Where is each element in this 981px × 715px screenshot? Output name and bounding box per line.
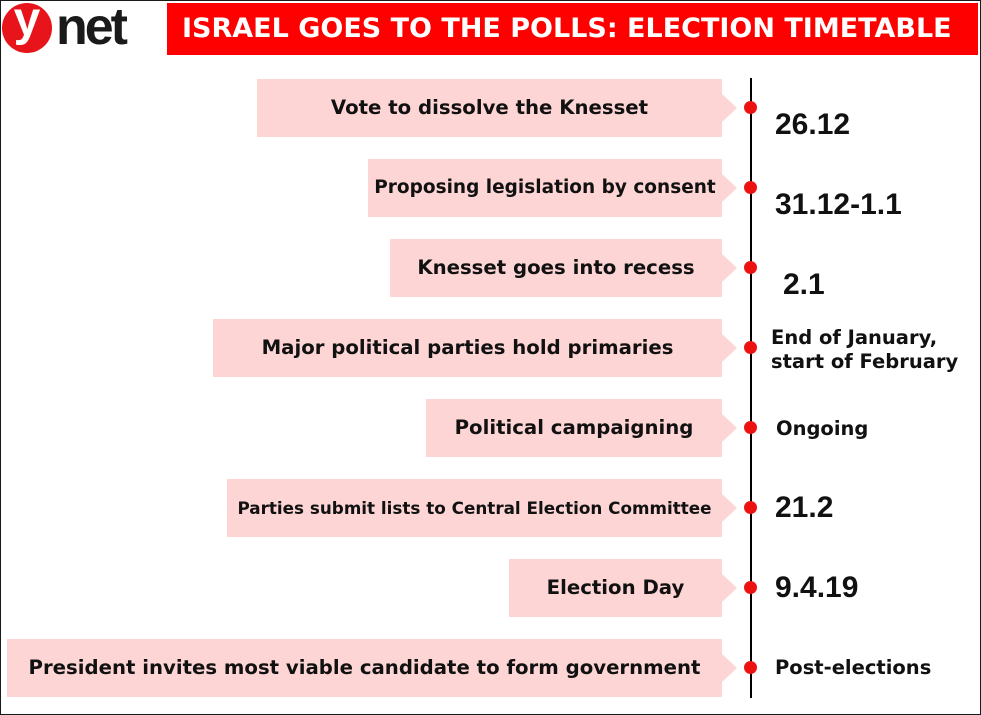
timeline-dot <box>744 341 757 354</box>
label-pointer <box>722 174 737 202</box>
label-pointer <box>722 94 737 122</box>
title-banner: ISRAEL GOES TO THE POLLS: ELECTION TIMET… <box>167 3 978 55</box>
logo-wordmark: net <box>56 0 128 56</box>
event-date: 31.12-1.1 <box>775 190 902 220</box>
event-date-text: 9.4.19 <box>775 571 859 604</box>
event-form-government: President invites most viable candidate … <box>1 639 980 697</box>
logo-circle: y <box>2 3 52 53</box>
label-pointer <box>722 254 737 282</box>
event-label-box: Election Day <box>509 559 722 617</box>
event-submit-party-lists: Parties submit lists to Central Election… <box>1 479 980 537</box>
event-label-box: President invites most viable candidate … <box>7 639 722 697</box>
event-date-text: 21.2 <box>775 491 834 524</box>
event-label-box: Vote to dissolve the Knesset <box>257 79 722 137</box>
event-label: Knesset goes into recess <box>417 256 695 279</box>
event-election-day: Election Day 9.4.19 <box>1 559 980 617</box>
event-date: Ongoing <box>776 417 868 441</box>
event-label: Political campaigning <box>454 416 694 439</box>
event-date: 26.12 <box>775 110 850 140</box>
event-label-box: Knesset goes into recess <box>390 239 722 297</box>
label-pointer <box>722 334 737 362</box>
page-title: ISRAEL GOES TO THE POLLS: ELECTION TIMET… <box>182 13 952 44</box>
timeline-dot <box>744 261 757 274</box>
event-date: 21.2 <box>775 493 833 523</box>
event-party-primaries: Major political parties hold primaries E… <box>1 319 980 377</box>
event-label-box: Parties submit lists to Central Election… <box>227 479 722 537</box>
event-label: Election Day <box>546 576 685 599</box>
label-pointer <box>722 654 737 682</box>
event-date: End of January, start of February <box>771 326 958 374</box>
event-political-campaigning: Political campaigning Ongoing <box>1 399 980 457</box>
event-date: 2.1 <box>783 270 825 300</box>
label-pointer <box>722 494 737 522</box>
ynet-logo: y net <box>1 1 131 57</box>
event-label: President invites most viable candidate … <box>28 656 701 679</box>
event-label-box: Proposing legislation by consent <box>368 159 722 217</box>
label-pointer <box>722 414 737 442</box>
timeline-dot <box>744 501 757 514</box>
timeline-dot <box>744 421 757 434</box>
event-label: Parties submit lists to Central Election… <box>237 498 712 518</box>
event-label-box: Major political parties hold primaries <box>213 319 722 377</box>
event-legislation-by-consent: Proposing legislation by consent 31.12-1… <box>1 159 980 220</box>
timeline-dot <box>744 661 757 674</box>
timeline-dot <box>744 181 757 194</box>
event-date-text: Post-elections <box>775 656 932 679</box>
label-pointer <box>722 574 737 602</box>
timeline-dot <box>744 581 757 594</box>
timeline-dot <box>744 101 757 114</box>
event-date-text: 26.12 <box>775 108 851 141</box>
event-knesset-recess: Knesset goes into recess 2.1 <box>1 239 980 300</box>
event-label: Major political parties hold primaries <box>261 336 674 359</box>
event-date: Post-elections <box>775 656 931 680</box>
event-label: Proposing legislation by consent <box>374 177 716 198</box>
event-date-text: start of February <box>771 350 959 373</box>
event-date-text: 31.12-1.1 <box>775 188 902 221</box>
timeline-axis <box>750 78 752 698</box>
event-label-box: Political campaigning <box>426 399 722 457</box>
event-label: Vote to dissolve the Knesset <box>330 96 649 119</box>
event-date-text: End of January, <box>771 326 938 349</box>
event-date-text: Ongoing <box>776 417 869 440</box>
event-date: 9.4.19 <box>775 573 858 603</box>
event-dissolve-knesset: Vote to dissolve the Knesset 26.12 <box>1 79 980 140</box>
event-date-text: 2.1 <box>783 268 825 301</box>
